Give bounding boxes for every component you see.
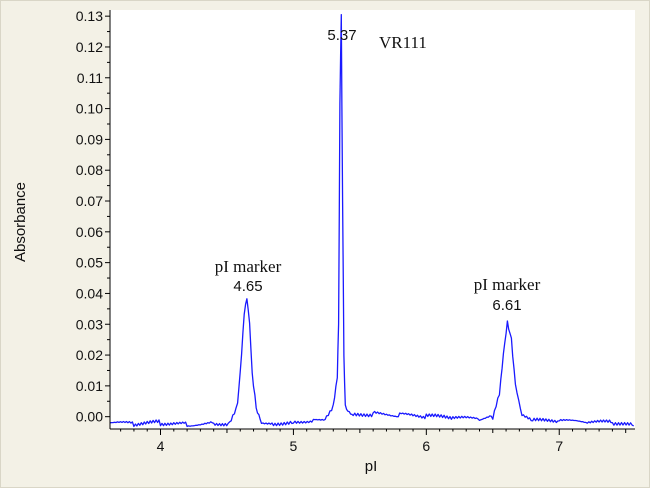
annotation-marker-left-value: 4.65 <box>233 278 262 295</box>
plot-area <box>110 10 635 429</box>
annotation-marker-right-value: 6.61 <box>492 297 521 314</box>
annotation-marker-left-title: pI marker <box>215 257 282 276</box>
series-layer <box>109 13 634 428</box>
y-tick-label: 0.02 <box>76 347 103 363</box>
y-tick-label: 0.03 <box>76 316 103 332</box>
x-tick-label: 5 <box>290 438 298 454</box>
y-tick-label: 0.04 <box>76 285 103 301</box>
x-tick-label: 7 <box>555 438 563 454</box>
x-tick-label: 6 <box>422 438 430 454</box>
y-tick-label: 0.00 <box>76 409 103 425</box>
y-tick-label: 0.09 <box>76 131 103 147</box>
axes: 0.00 0.01 0.02 0.03 0.04 0.05 0.06 0.07 0.08 0.09… <box>76 8 635 454</box>
annotations: pI marker 4.65 5.37 VR111 pI marker 6.61 <box>215 27 541 314</box>
y-tick-label: 0.13 <box>76 8 103 24</box>
y-tick-label: 0.07 <box>76 193 103 209</box>
y-tick-label: 0.10 <box>76 101 103 117</box>
annotation-marker-right-title: pI marker <box>474 275 541 294</box>
plot-background <box>110 10 635 429</box>
y-tick-label: 0.01 <box>76 378 103 394</box>
y-axis-title: Absorbance <box>12 182 29 262</box>
series-line <box>109 13 634 428</box>
y-tick-label: 0.12 <box>76 39 103 55</box>
x-axis-title: pI <box>365 458 378 475</box>
y-tick-label: 0.05 <box>76 255 103 271</box>
y-tick-label: 0.06 <box>76 224 103 240</box>
y-tick-label: 0.08 <box>76 162 103 178</box>
y-tick-label: 0.11 <box>77 70 103 86</box>
x-tick-label: 4 <box>157 438 165 454</box>
annotation-main-peak-value: 5.37 <box>327 27 356 44</box>
annotation-main-peak-title: VR111 <box>379 33 427 52</box>
